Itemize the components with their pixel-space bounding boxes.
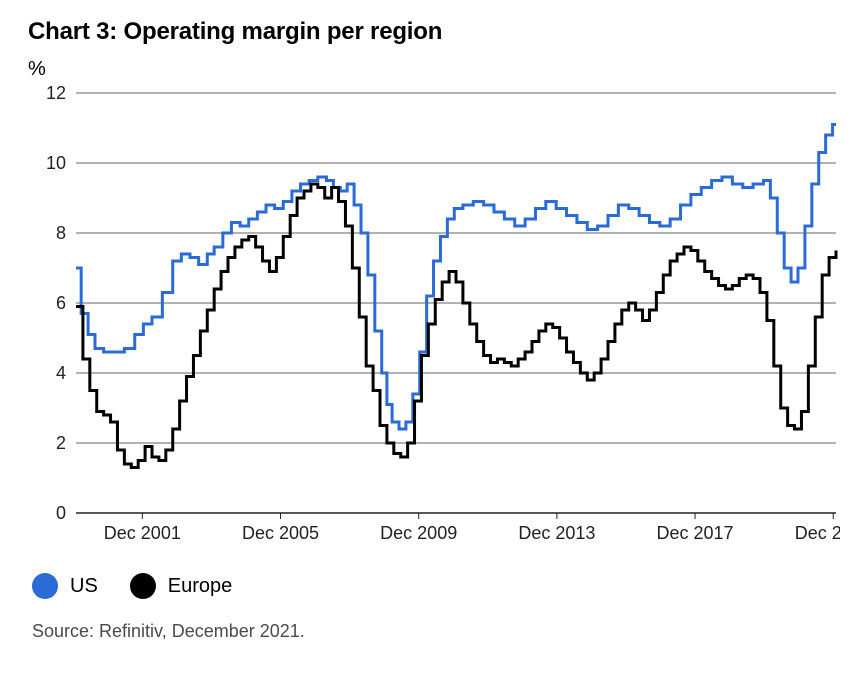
legend-marker-icon bbox=[32, 573, 58, 599]
svg-text:10: 10 bbox=[46, 153, 66, 173]
legend-label: US bbox=[70, 575, 98, 598]
svg-text:2: 2 bbox=[56, 433, 66, 453]
legend-item: Europe bbox=[130, 573, 233, 599]
legend: US Europe bbox=[32, 573, 840, 599]
svg-text:Dec 2017: Dec 2017 bbox=[657, 523, 734, 543]
svg-text:0: 0 bbox=[56, 503, 66, 523]
svg-text:6: 6 bbox=[56, 293, 66, 313]
svg-text:Dec 2013: Dec 2013 bbox=[518, 523, 595, 543]
svg-text:8: 8 bbox=[56, 223, 66, 243]
svg-text:Dec 2005: Dec 2005 bbox=[242, 523, 319, 543]
chart-title: Chart 3: Operating margin per region bbox=[28, 18, 840, 46]
legend-marker-icon bbox=[130, 573, 156, 599]
svg-text:4: 4 bbox=[56, 363, 66, 383]
source-footnote: Source: Refinitiv, December 2021. bbox=[32, 621, 840, 642]
chart-page: Chart 3: Operating margin per region % 0… bbox=[0, 0, 868, 694]
line-chart-svg: 0 2 4 6 8 10 12 Dec 2001 Dec 2005 Dec 2009 Dec 201… bbox=[28, 83, 840, 553]
svg-text:12: 12 bbox=[46, 83, 66, 103]
y-axis-unit: % bbox=[28, 58, 840, 81]
svg-text:Dec 2021: Dec 2021 bbox=[795, 523, 840, 543]
legend-item: US bbox=[32, 573, 98, 599]
legend-label: Europe bbox=[168, 575, 233, 598]
chart-plot-area: 0 2 4 6 8 10 12 Dec 2001 Dec 2005 Dec 2009 Dec 201… bbox=[28, 83, 840, 553]
svg-text:Dec 2009: Dec 2009 bbox=[380, 523, 457, 543]
svg-text:Dec 2001: Dec 2001 bbox=[104, 523, 181, 543]
